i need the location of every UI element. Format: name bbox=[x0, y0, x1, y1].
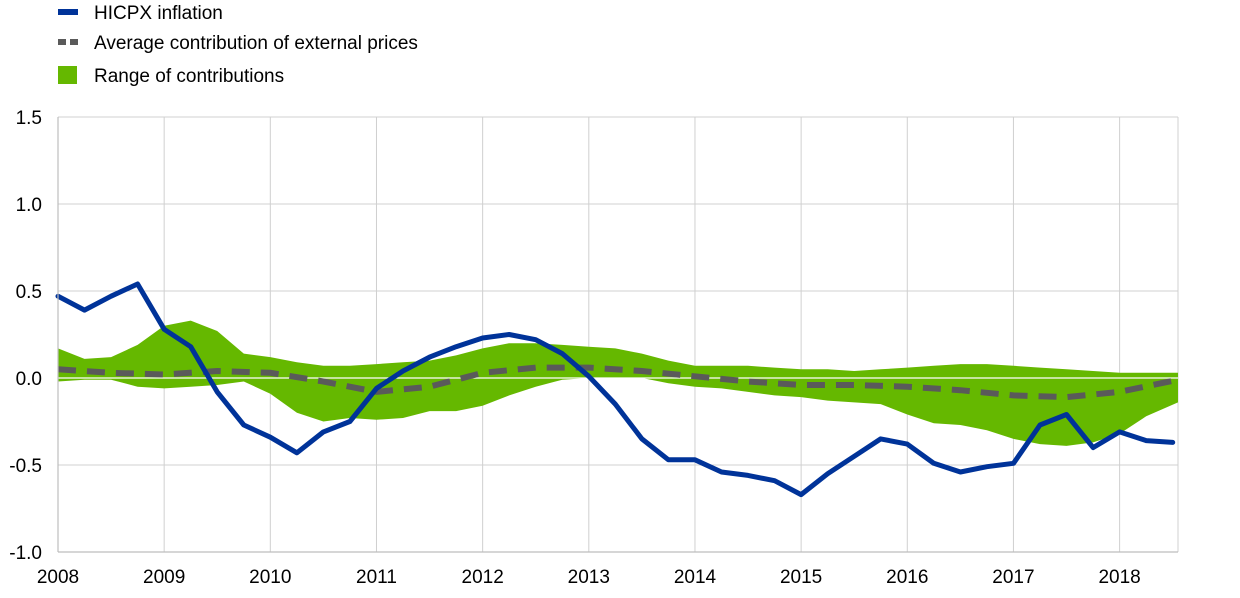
x-tick-label: 2008 bbox=[37, 567, 79, 588]
legend-label: Average contribution of external prices bbox=[94, 33, 418, 54]
legend-label: HICPX inflation bbox=[94, 3, 223, 24]
x-tick-label: 2017 bbox=[992, 567, 1034, 588]
x-tick-label: 2018 bbox=[1098, 567, 1140, 588]
x-tick-label: 2011 bbox=[356, 567, 397, 588]
y-tick-label: -1.0 bbox=[9, 543, 42, 564]
legend: HICPX inflation Average contribution of e… bbox=[58, 3, 418, 87]
legend-swatch-range bbox=[58, 66, 77, 84]
x-tick-label: 2012 bbox=[462, 567, 504, 588]
legend-label: Range of contributions bbox=[94, 66, 284, 87]
y-tick-label: 1.0 bbox=[16, 195, 42, 216]
lines-layer bbox=[55, 281, 1179, 498]
x-tick-label: 2016 bbox=[886, 567, 928, 588]
range-of-contributions-area bbox=[58, 320, 1178, 446]
x-tick-label: 2015 bbox=[780, 567, 822, 588]
y-tick-label: -0.5 bbox=[9, 456, 42, 477]
x-tick-label: 2014 bbox=[674, 567, 717, 588]
x-tick-label: 2009 bbox=[143, 567, 185, 588]
y-tick-label: 1.5 bbox=[16, 108, 42, 129]
gridlines bbox=[57, 116, 1179, 553]
average-contribution-line bbox=[57, 364, 1179, 401]
x-tick-label: 2010 bbox=[249, 567, 291, 588]
axes: 1.5 1.0 0.5 0.0 -0.5 -1.0 2008 2009 2010 2011 2012… bbox=[9, 108, 1178, 588]
y-tick-label: 0.0 bbox=[16, 369, 42, 390]
hicpx-inflation-line bbox=[55, 281, 1176, 498]
range-area-layer bbox=[58, 320, 1178, 446]
x-tick-label: 2013 bbox=[568, 567, 610, 588]
y-tick-label: 0.5 bbox=[16, 282, 42, 303]
